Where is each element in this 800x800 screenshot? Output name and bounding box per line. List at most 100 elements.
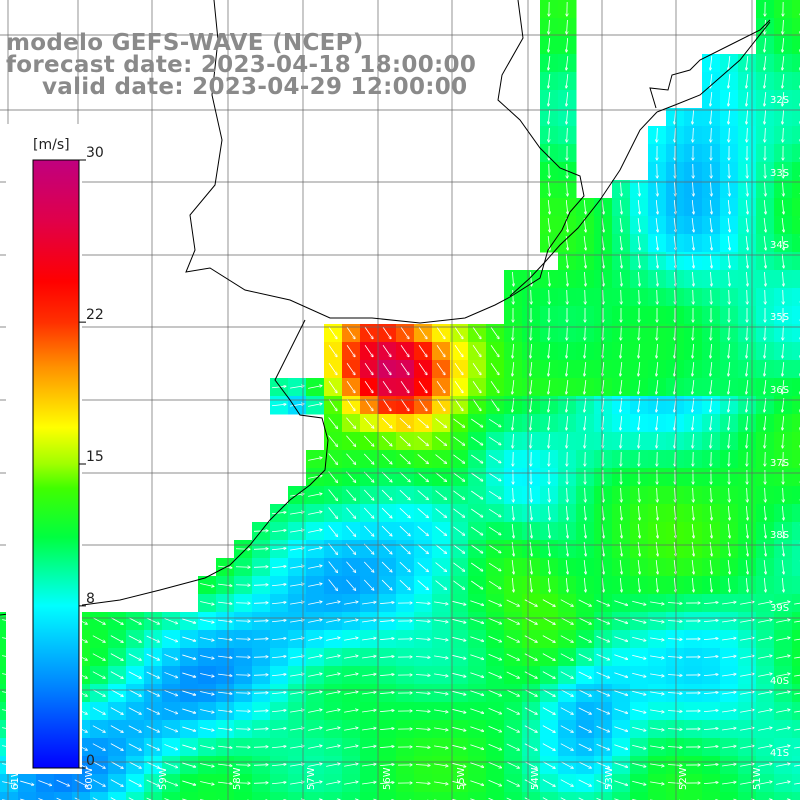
wind-arrow bbox=[235, 765, 250, 766]
wind-arrow bbox=[603, 289, 604, 304]
wind-cell bbox=[198, 792, 217, 800]
wind-cell bbox=[792, 288, 800, 307]
wind-arrow bbox=[765, 289, 766, 304]
wind-cell bbox=[792, 468, 800, 487]
wind-cell bbox=[792, 54, 800, 73]
wind-cell bbox=[540, 792, 559, 800]
wind-arrow bbox=[783, 289, 784, 304]
wind-cell bbox=[702, 792, 721, 800]
longitude-label: 53W bbox=[604, 767, 615, 790]
wind-arrow bbox=[235, 567, 250, 568]
wind-arrow bbox=[235, 585, 250, 586]
wind-cell bbox=[648, 792, 667, 800]
wind-cell bbox=[360, 792, 379, 800]
latitude-label: 40S bbox=[770, 676, 789, 687]
wind-cell bbox=[792, 378, 800, 397]
wind-cell bbox=[756, 792, 775, 800]
wind-cell bbox=[432, 792, 451, 800]
wind-arrow bbox=[585, 289, 586, 304]
wind-cell bbox=[0, 792, 19, 800]
wind-cell bbox=[504, 792, 523, 800]
wind-cell bbox=[792, 450, 800, 469]
longitude-label: 55W bbox=[456, 767, 467, 790]
wind-arrow bbox=[235, 747, 250, 748]
wind-arrow bbox=[549, 289, 550, 304]
wind-arrow bbox=[235, 729, 250, 730]
wind-arrow bbox=[675, 289, 676, 304]
wind-cell bbox=[792, 270, 800, 289]
wind-cell bbox=[738, 792, 757, 800]
wind-cell bbox=[792, 630, 800, 649]
latitude-label: 33S bbox=[770, 168, 789, 179]
wind-cell bbox=[252, 792, 271, 800]
wind-arrow bbox=[639, 289, 640, 304]
wind-cell bbox=[792, 594, 800, 613]
wind-cell bbox=[684, 792, 703, 800]
wind-cell bbox=[378, 792, 397, 800]
wind-arrow bbox=[235, 675, 250, 676]
wind-cell bbox=[792, 198, 800, 217]
wind-cell bbox=[792, 522, 800, 541]
wind-cell bbox=[126, 792, 145, 800]
longitude-label: 54W bbox=[530, 767, 541, 790]
wind-cell bbox=[342, 792, 361, 800]
wind-cell bbox=[792, 486, 800, 505]
wind-cell bbox=[558, 792, 577, 800]
wind-cell bbox=[54, 792, 73, 800]
latitude-label: 37S bbox=[770, 458, 789, 469]
map-title-valid-date: valid date: 2023-04-29 12:00:00 bbox=[42, 74, 468, 100]
wind-cell bbox=[450, 792, 469, 800]
wind-arrow bbox=[567, 289, 568, 304]
wind-cell bbox=[792, 504, 800, 523]
wind-cell bbox=[792, 162, 800, 181]
wind-cell bbox=[72, 792, 91, 800]
wind-cell bbox=[792, 306, 800, 325]
latitude-label: 41S bbox=[770, 748, 789, 759]
wind-cell bbox=[792, 90, 800, 109]
wind-cell bbox=[594, 792, 613, 800]
wind-arrow bbox=[235, 603, 250, 604]
wind-cell bbox=[144, 792, 163, 800]
latitude-label: 32S bbox=[770, 95, 789, 106]
wind-cell bbox=[90, 792, 109, 800]
wind-cell bbox=[792, 576, 800, 595]
wind-cell bbox=[792, 324, 800, 343]
wind-cell bbox=[306, 792, 325, 800]
wind-arrow bbox=[235, 711, 250, 712]
wind-arrow bbox=[531, 289, 532, 304]
wind-cell bbox=[792, 702, 800, 721]
longitude-label: 59W bbox=[158, 767, 169, 790]
wind-arrow bbox=[693, 289, 694, 304]
wind-cell bbox=[792, 144, 800, 163]
wind-cell bbox=[792, 666, 800, 685]
wind-cell bbox=[216, 792, 235, 800]
latitude-label: 34S bbox=[770, 240, 789, 251]
wind-cell bbox=[396, 792, 415, 800]
wind-cell bbox=[792, 648, 800, 667]
wind-cell bbox=[270, 792, 289, 800]
wind-cell bbox=[720, 792, 739, 800]
wind-cell bbox=[792, 684, 800, 703]
longitude-label: 60W bbox=[84, 767, 95, 790]
wind-cell bbox=[792, 0, 800, 19]
latitude-label: 39S bbox=[770, 603, 789, 614]
wind-arrow bbox=[235, 693, 250, 694]
wind-cell bbox=[792, 414, 800, 433]
wind-cell bbox=[630, 792, 649, 800]
wind-cell bbox=[792, 18, 800, 37]
longitude-label: 52W bbox=[678, 767, 689, 790]
wind-cell bbox=[792, 180, 800, 199]
latitude-label: 35S bbox=[770, 312, 789, 323]
wind-arrow bbox=[729, 289, 730, 304]
longitude-label: 56W bbox=[382, 767, 393, 790]
wind-cell bbox=[792, 360, 800, 379]
wind-arrow bbox=[235, 639, 250, 640]
wind-arrow bbox=[657, 289, 658, 304]
latitude-label: 38S bbox=[770, 530, 789, 541]
longitude-label: 51W bbox=[752, 767, 763, 790]
wind-arrow bbox=[235, 549, 250, 550]
wind-cell bbox=[774, 792, 793, 800]
longitude-label: 57W bbox=[306, 767, 317, 790]
